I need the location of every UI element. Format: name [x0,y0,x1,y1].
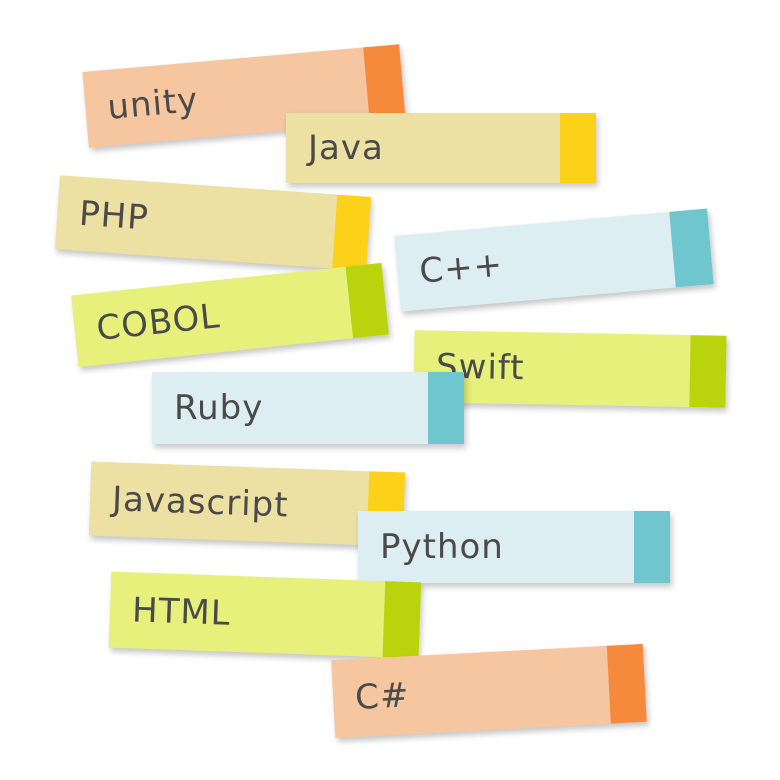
note-label-java: Java [308,128,384,168]
note-tab-python [634,511,670,583]
note-label-cobol: COBOL [94,296,223,349]
sticky-note-java: Java [286,113,596,183]
sticky-note-php: PHP [54,175,372,271]
note-tab-java [560,113,596,183]
note-tab-cobol [345,262,389,339]
note-tab-php [332,194,372,271]
note-label-unity: unity [105,80,200,128]
sticky-note-csharp: C# [331,643,647,739]
note-label-php: PHP [77,193,151,239]
note-tab-unity [363,44,406,124]
note-label-csharp: C# [354,675,411,718]
note-label-html: HTML [131,590,232,634]
note-label-cpp: C++ [417,244,505,292]
note-tab-html [382,581,422,659]
sticky-note-cobol: COBOL [71,262,389,368]
sticky-note-ruby: Ruby [152,372,464,444]
note-label-python: Python [380,527,504,567]
note-label-ruby: Ruby [174,388,264,428]
sticky-note-cpp: C++ [394,208,714,312]
note-tab-cpp [669,208,714,288]
note-tab-swift [689,335,727,408]
sticky-note-python: Python [358,511,670,583]
note-tab-csharp [606,643,647,724]
note-tab-ruby [428,372,464,444]
note-label-javascript: Javascript [111,479,290,526]
sticky-note-html: HTML [108,571,422,659]
